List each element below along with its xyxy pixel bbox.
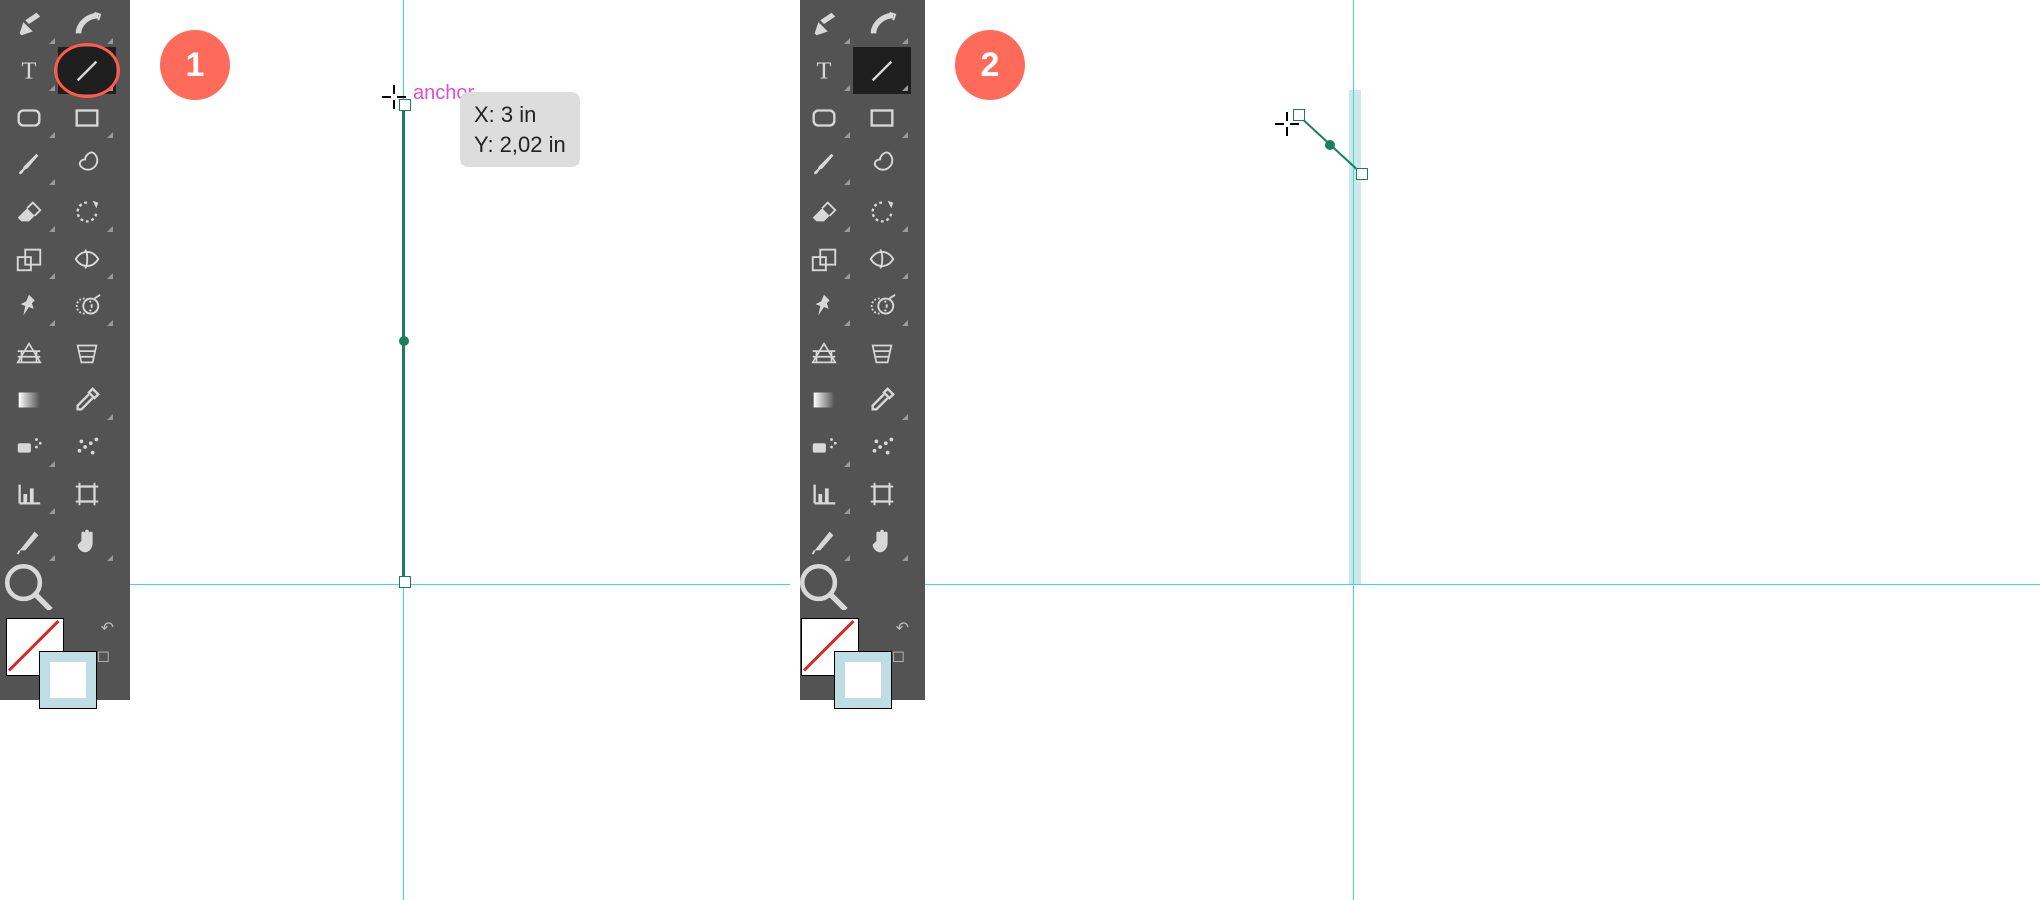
brush-tool[interactable] [0,141,58,188]
artboard-tool[interactable] [58,470,116,517]
zoom-tool[interactable] [0,564,58,611]
panel-2: T ↶ ◻ [795,0,2040,900]
gradient-tool[interactable] [0,376,58,423]
shape-builder-tool[interactable] [58,282,116,329]
toolbar: T [0,0,130,610]
tooltip-x: X: 3 in [474,100,566,130]
width-tool[interactable] [853,235,911,282]
guide-horizontal [130,584,795,585]
canvas[interactable]: anchor X: 3 in Y: 2,02 in [130,0,795,900]
rounded-rect-tool[interactable] [0,94,58,141]
anchor-point-bottom[interactable] [399,576,411,588]
type-tool[interactable]: T [795,47,853,94]
scale-tool[interactable] [795,235,853,282]
rect-tool[interactable] [853,94,911,141]
svg-text:T: T [22,57,37,84]
brush-tool[interactable] [795,141,853,188]
perspective-selection-tool[interactable] [58,329,116,376]
width-tool[interactable] [58,235,116,282]
curvature-tool[interactable] [58,0,116,47]
graph-tool[interactable] [795,470,853,517]
stroke-swatch[interactable] [835,652,891,708]
perspective-selection-tool[interactable] [853,329,911,376]
zoom-tool[interactable] [795,564,853,611]
eraser-tool[interactable] [795,188,853,235]
default-colors-icon[interactable]: ◻ [892,646,905,666]
hand-tool[interactable] [58,517,116,564]
segment-midpoint [399,336,409,346]
pen-tool[interactable] [795,0,853,47]
perspective-grid-tool[interactable] [0,329,58,376]
blend-tool[interactable] [853,423,911,470]
swap-colors-icon[interactable]: ↶ [101,618,114,638]
rounded-rect-tool[interactable] [795,94,853,141]
anchor-point-end[interactable] [1356,168,1368,180]
artboard-tool[interactable] [853,470,911,517]
shape-builder-tool[interactable] [853,282,911,329]
tooltip-y: Y: 2,02 in [474,130,566,160]
swap-colors-icon[interactable]: ↶ [896,618,909,638]
line-tool[interactable] [853,47,911,94]
hand-tool[interactable] [853,517,911,564]
anchor-point-start[interactable] [1293,109,1305,121]
pushpin-tool[interactable] [0,282,58,329]
coordinates-tooltip: X: 3 in Y: 2,02 in [460,92,580,167]
eyedropper-tool[interactable] [853,376,911,423]
anchor-point-top[interactable] [399,99,411,111]
rotate-tool[interactable] [853,188,911,235]
pushpin-tool[interactable] [795,282,853,329]
gradient-tool[interactable] [795,376,853,423]
color-swatch[interactable]: ↶ ◻ [0,610,130,700]
line-segment[interactable] [925,0,1725,700]
eyedropper-tool[interactable] [58,376,116,423]
step-badge-2: 2 [955,30,1025,100]
curvature-tool[interactable] [853,0,911,47]
panel-1: T ↶ ◻ anchor X: 3 in Y: 2,02 in [0,0,795,900]
slice-tool[interactable] [0,517,58,564]
canvas[interactable] [925,0,2040,900]
line-tool[interactable] [58,47,116,94]
blend-tool[interactable] [58,423,116,470]
step-badge-1: 1 [160,30,230,100]
type-tool[interactable]: T [0,47,58,94]
panel-divider [790,0,800,900]
default-colors-icon[interactable]: ◻ [97,646,110,666]
graph-tool[interactable] [0,470,58,517]
color-swatch[interactable]: ↶ ◻ [795,610,925,700]
pen-tool[interactable] [0,0,58,47]
scale-tool[interactable] [0,235,58,282]
eraser-tool[interactable] [0,188,58,235]
slice-tool[interactable] [795,517,853,564]
blob-brush-tool[interactable] [853,141,911,188]
symbol-sprayer-tool[interactable] [0,423,58,470]
segment-midpoint [1325,140,1335,150]
stroke-swatch[interactable] [40,652,96,708]
rotate-tool[interactable] [58,188,116,235]
symbol-sprayer-tool[interactable] [795,423,853,470]
blob-brush-tool[interactable] [58,141,116,188]
svg-text:T: T [817,57,832,84]
rect-tool[interactable] [58,94,116,141]
perspective-grid-tool[interactable] [795,329,853,376]
toolbar: T [795,0,925,610]
